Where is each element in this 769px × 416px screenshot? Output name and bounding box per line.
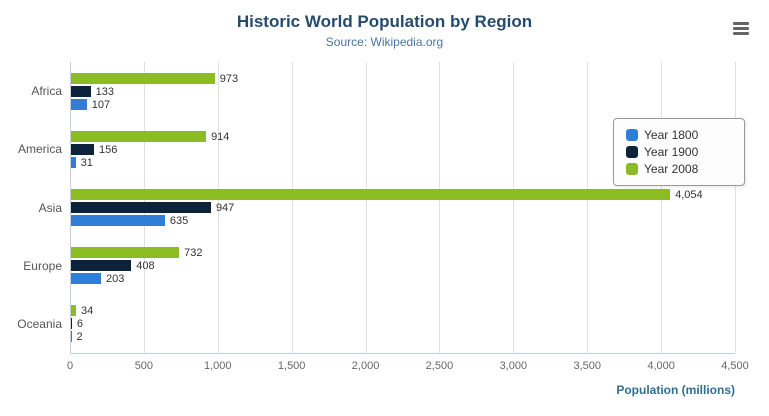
- x-tick-label: 4,500: [721, 360, 749, 372]
- bar-africa-year-1900[interactable]: [71, 85, 91, 97]
- legend: Year 1800 Year 1900 Year 2008: [613, 118, 745, 186]
- bar-america-year-1900[interactable]: [71, 143, 95, 155]
- category-label-asia: Asia: [38, 200, 62, 215]
- bar-value-africa-year-1800: 107: [91, 98, 111, 111]
- gridline: [587, 62, 589, 353]
- bar-oceania-year-2008[interactable]: [71, 305, 77, 317]
- bar-value-asia-year-1900: 947: [215, 202, 235, 214]
- x-tick-label: 3,500: [573, 360, 601, 372]
- category-label-europe: Europe: [23, 258, 62, 273]
- bar-europe-year-1800[interactable]: [71, 273, 101, 285]
- gridline: [365, 62, 367, 353]
- x-tick-label: 2,000: [351, 360, 380, 372]
- bar-asia-year-2008[interactable]: [71, 189, 671, 200]
- bar-oceania-year-1800[interactable]: [71, 331, 72, 343]
- category-label-oceania: Oceania: [17, 316, 62, 331]
- category-label-africa: Africa: [31, 84, 62, 99]
- legend-symbol-year-1900: [626, 146, 638, 158]
- legend-symbol-year-2008: [626, 163, 638, 175]
- bar-africa-year-2008[interactable]: [71, 72, 215, 84]
- bar-asia-year-1900[interactable]: [71, 202, 211, 213]
- legend-item-year-1800[interactable]: Year 1800: [626, 128, 732, 142]
- x-tick-label: 1,000: [204, 360, 232, 372]
- gridline: [291, 62, 293, 353]
- bar-value-europe-year-1800: 203: [105, 273, 125, 286]
- bar-value-oceania-year-2008: 34: [81, 305, 94, 318]
- x-axis-title: Population (millions): [616, 383, 735, 397]
- x-tick-label: 4,000: [647, 360, 675, 372]
- export-menu-button[interactable]: [727, 16, 755, 40]
- bar-america-year-1800[interactable]: [71, 156, 76, 168]
- gridline: [513, 62, 515, 353]
- legend-label-year-2008: Year 2008: [644, 162, 699, 176]
- bar-value-europe-year-1900: 408: [136, 260, 155, 273]
- gridline: [217, 62, 219, 353]
- bar-value-asia-year-1800: 635: [169, 215, 189, 227]
- hamburger-icon: [730, 21, 752, 35]
- legend-label-year-1900: Year 1900: [644, 145, 699, 159]
- bar-europe-year-2008[interactable]: [71, 247, 180, 259]
- x-tick-label: 500: [134, 360, 154, 372]
- gridline: [661, 62, 663, 353]
- bar-value-europe-year-2008: 732: [184, 247, 203, 260]
- bar-africa-year-1800[interactable]: [71, 98, 87, 110]
- legend-item-year-2008[interactable]: Year 2008: [626, 162, 732, 176]
- legend-item-year-1900[interactable]: Year 1900: [626, 145, 732, 159]
- x-tick-label: 3,000: [499, 360, 528, 372]
- bar-value-oceania-year-1800: 2: [76, 331, 83, 344]
- gridline: [735, 62, 736, 353]
- x-axis-line: [70, 353, 735, 354]
- bar-value-africa-year-1900: 133: [95, 85, 114, 98]
- bar-america-year-2008[interactable]: [71, 130, 207, 142]
- legend-label-year-1800: Year 1800: [644, 128, 699, 142]
- x-tick-label: 2,500: [425, 360, 454, 372]
- gridline: [70, 62, 71, 353]
- x-tick-label: 0: [66, 360, 74, 372]
- bar-value-asia-year-2008: 4,054: [675, 189, 703, 201]
- bar-value-africa-year-2008: 973: [219, 72, 239, 85]
- bar-value-oceania-year-1900: 6: [76, 318, 83, 331]
- bar-oceania-year-1900[interactable]: [71, 318, 72, 330]
- bar-europe-year-1900[interactable]: [71, 260, 132, 272]
- bar-asia-year-1800[interactable]: [71, 215, 165, 226]
- chart-title: Historic World Population by Region: [236, 12, 533, 31]
- legend-symbol-year-1800: [626, 129, 638, 141]
- chart-subtitle: Source: Wikipedia.org: [325, 35, 444, 49]
- bar-value-america-year-1900: 156: [99, 143, 118, 156]
- x-tick-label: 1,500: [277, 360, 306, 372]
- gridline: [439, 62, 441, 353]
- bar-value-america-year-2008: 914: [211, 130, 230, 143]
- category-label-america: America: [17, 142, 62, 157]
- bar-value-america-year-1800: 31: [80, 156, 93, 169]
